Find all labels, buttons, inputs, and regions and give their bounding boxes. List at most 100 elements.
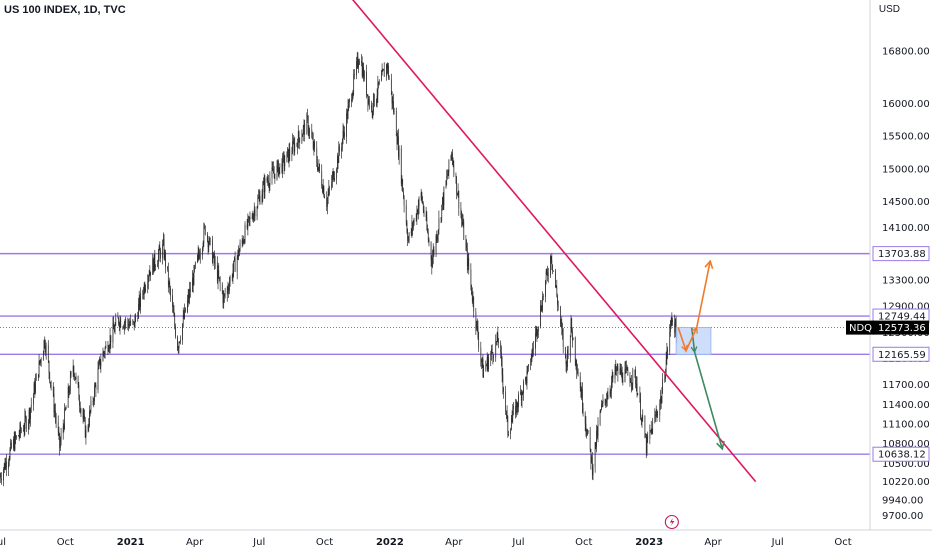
candle-body [103, 351, 105, 353]
icon-layer[interactable] [664, 514, 679, 530]
candle [621, 363, 622, 378]
candle-body [581, 389, 583, 398]
candle-body [110, 335, 112, 343]
candle-body [253, 214, 254, 221]
candle-body [647, 436, 649, 439]
candle-body [287, 148, 288, 152]
candle [307, 108, 308, 123]
candle-body [223, 296, 225, 304]
flash-event-icon[interactable] [664, 514, 679, 530]
candle-body [309, 129, 310, 133]
candle-body [634, 369, 636, 373]
descending-trendline[interactable] [325, 0, 757, 483]
horizontal-levels[interactable] [0, 252, 870, 455]
candle-body [85, 430, 87, 438]
candle-body [13, 438, 14, 448]
candle [373, 93, 375, 107]
candle-body [137, 318, 139, 319]
candle [401, 175, 403, 191]
candle-body [229, 283, 230, 291]
candle [108, 344, 110, 353]
candle-body [99, 359, 101, 367]
time-axis[interactable]: Jul Oct 2021 Apr Jul Oct 2022 Apr Jul Oct 2023 Apr J… [0, 529, 932, 548]
candle-body [276, 165, 278, 180]
price-tick-label: 11100.00 [882, 420, 930, 431]
candle-body [508, 434, 509, 435]
candle [103, 350, 105, 357]
candle [577, 368, 579, 377]
candle [501, 345, 502, 367]
candle [19, 422, 21, 439]
candle-body [18, 435, 19, 437]
candle-body [579, 376, 581, 388]
candle [416, 205, 418, 226]
candle [597, 417, 599, 443]
candle [60, 427, 62, 446]
candle-body [577, 371, 578, 372]
candle [475, 307, 477, 335]
candle [542, 291, 543, 313]
candle-body [5, 461, 7, 469]
bullish-projection-arrow[interactable] [677, 260, 711, 353]
candle [248, 215, 249, 223]
candle-body [263, 180, 264, 185]
candle-body [442, 197, 444, 206]
candle [382, 68, 384, 72]
candle [344, 126, 345, 140]
candle [487, 354, 489, 371]
candle-body [363, 67, 364, 80]
candle-body [378, 81, 379, 85]
candle [421, 191, 423, 203]
candle [69, 385, 70, 396]
candle-body [337, 156, 339, 163]
candle-body [386, 64, 387, 77]
candle [172, 302, 174, 314]
candle [566, 360, 568, 374]
candle [95, 382, 97, 397]
candle [114, 322, 116, 335]
candle [34, 377, 36, 399]
candle [153, 254, 155, 273]
candle [614, 364, 616, 384]
candle-body [134, 316, 136, 327]
candle-body [213, 253, 215, 257]
candle-body [561, 322, 563, 329]
candle [4, 458, 6, 471]
candle [60, 436, 61, 451]
candle [327, 196, 328, 215]
candle [599, 409, 601, 426]
candle [532, 342, 534, 358]
candle [455, 172, 457, 184]
candle-body [74, 375, 75, 377]
level-price-label: 12165.59 [878, 350, 926, 361]
candle [94, 382, 96, 388]
candle [496, 341, 497, 346]
candle [8, 458, 9, 477]
candle [467, 254, 469, 271]
candle-body [540, 305, 542, 311]
candle [655, 410, 656, 422]
candle-body [580, 387, 582, 398]
candle-body [415, 218, 417, 220]
level-price-label: 12749.44 [878, 312, 926, 323]
candle-body [526, 370, 528, 384]
candle-body [11, 442, 12, 448]
candle-body [367, 94, 369, 104]
candle-body [621, 369, 623, 380]
candle [446, 169, 448, 186]
candle-body [586, 430, 587, 436]
candle-body [551, 260, 553, 265]
candle [326, 191, 328, 212]
projection-layer[interactable] [677, 259, 725, 451]
candle [67, 383, 69, 408]
candle [403, 195, 405, 213]
trendline-layer[interactable] [325, 0, 757, 483]
candle-body [447, 172, 449, 176]
candle-body [458, 191, 460, 209]
candle-body [128, 324, 130, 328]
candle [669, 324, 671, 355]
candle [256, 205, 258, 221]
candle [456, 176, 458, 200]
candle [486, 352, 488, 373]
